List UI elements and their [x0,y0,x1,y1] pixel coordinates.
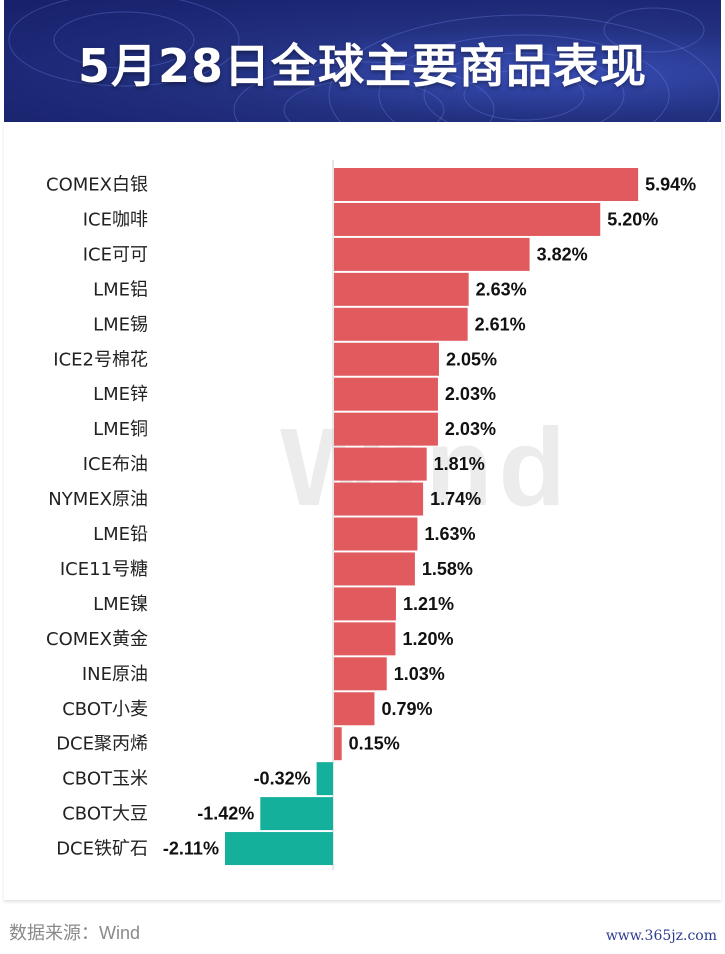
data-label: 2.05% [446,349,497,369]
category-label: LME锡 [93,314,148,335]
category-label: ICE咖啡 [83,209,148,230]
bar [334,587,396,621]
data-label: 2.03% [445,384,496,404]
category-label: DCE铁矿石 [56,839,148,860]
category-label: INE原油 [82,664,148,685]
category-label: CBOT大豆 [62,804,148,825]
data-label: 5.20% [607,209,658,229]
bar [334,272,469,306]
data-label: 1.58% [422,559,473,579]
data-label: 1.03% [394,664,445,684]
category-label: COMEX白银 [46,175,148,196]
data-label: 1.20% [402,629,453,649]
data-label: -2.11% [163,839,219,859]
data-source: 数据来源：Wind [9,923,141,943]
data-label: 1.81% [434,454,485,474]
data-label: -0.32% [254,769,311,789]
data-label: 5.94% [645,175,696,195]
bar [334,237,530,271]
bar [334,692,375,726]
bar [334,307,468,341]
data-label: 2.61% [475,314,526,334]
data-label: 2.03% [445,419,496,439]
data-label: 1.63% [424,524,475,544]
data-label: 0.79% [381,699,432,719]
category-label: NYMEX原油 [48,489,148,510]
site-url: www.365jz.com [605,928,717,944]
category-label: LME镍 [93,594,148,615]
bar [260,797,333,831]
bar [224,832,333,866]
bar [334,202,601,236]
bar [334,552,415,586]
category-label: ICE布油 [83,454,148,475]
category-label: ICE2号棉花 [53,349,148,370]
category-label: LME锌 [93,384,148,405]
page-title: 5月28日全球主要商品表现 [77,39,648,93]
category-label: LME铅 [93,524,148,545]
data-label: 0.15% [349,734,400,754]
header-banner: 5月28日全球主要商品表现 [4,0,721,122]
data-label: 1.21% [403,594,454,614]
category-label: ICE11号糖 [60,559,148,580]
data-label: 2.63% [476,279,527,299]
bar [334,727,342,761]
bar [334,412,438,446]
bar [334,657,387,691]
data-label: 1.74% [430,489,481,509]
bar [334,622,396,656]
contour-decoration [8,0,720,122]
bar [316,762,333,796]
bar [334,342,439,376]
category-label: CBOT小麦 [62,699,148,720]
category-label: ICE可可 [83,244,148,265]
bar [334,168,639,201]
data-label: -1.42% [197,804,254,824]
category-label: CBOT玉米 [62,769,148,790]
category-label: LME铜 [93,419,148,440]
bar [334,377,438,411]
bar [334,447,427,481]
bar [334,482,424,516]
data-label: 3.82% [537,244,588,264]
category-label: DCE聚丙烯 [56,734,148,755]
category-label: COMEX黄金 [46,629,148,650]
bar [334,517,418,551]
category-label: LME铝 [93,279,148,300]
